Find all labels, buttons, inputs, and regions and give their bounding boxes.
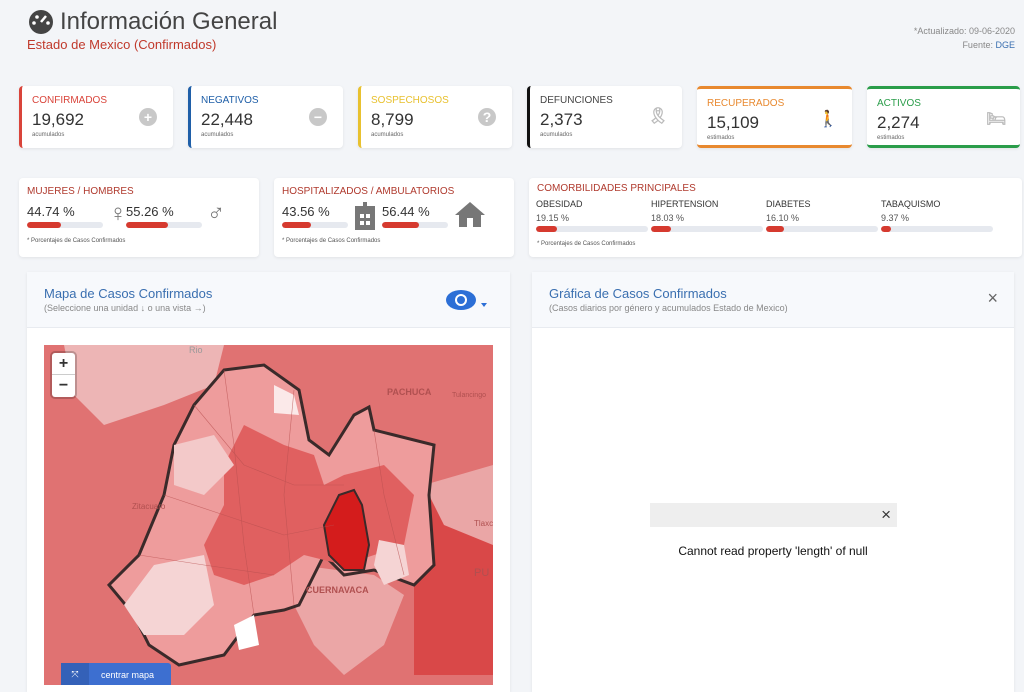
- comorb-bar: [536, 226, 648, 232]
- card-activos[interactable]: ACTIVOS 2,274 estimados 🛏: [867, 86, 1020, 148]
- close-button[interactable]: ×: [987, 288, 998, 308]
- women-pct: 44.74 %: [27, 204, 75, 219]
- page-subtitle: Estado de Mexico (Confirmados): [27, 37, 217, 52]
- place-label: PACHUCA: [387, 387, 432, 397]
- card-value: 2,274: [877, 113, 920, 132]
- comorb-bar: [651, 226, 763, 232]
- card-note: acumulados: [371, 132, 404, 138]
- map-subtitle: (Seleccione una unidad ↓ o una vista →): [44, 303, 206, 313]
- place-label: Tlaxc: [474, 519, 493, 528]
- updated-date: *Actualizado: 09-06-2020: [913, 26, 1015, 36]
- title-text: Información General: [60, 8, 278, 35]
- hospital-icon: [355, 202, 375, 230]
- card-label: NEGATIVOS: [201, 95, 259, 106]
- question-circle-icon: ?: [478, 108, 496, 126]
- women-bar: [27, 222, 103, 228]
- center-icon: ⤧: [61, 663, 89, 685]
- bed-icon: 🛏: [986, 111, 1007, 128]
- card-sospechosos[interactable]: SOSPECHOSOS 8,799 acumulados ?: [358, 86, 512, 148]
- map[interactable]: Rio PACHUCA Tulancingo Zitacuaro CUERNAV…: [44, 345, 493, 685]
- map-title: Mapa de Casos Confirmados: [44, 286, 213, 301]
- card-value: 19,692: [32, 110, 84, 129]
- plus-circle-icon: +: [139, 108, 157, 126]
- center-map-button[interactable]: ⤧ centrar mapa: [61, 663, 171, 685]
- comorb-value: 16.10 %: [766, 213, 800, 223]
- minus-circle-icon: −: [309, 108, 327, 126]
- male-icon: ♂: [207, 200, 225, 227]
- comorb-value: 9.37 %: [881, 213, 910, 223]
- place-label: CUERNAVACA: [306, 585, 369, 595]
- view-eye-icon[interactable]: [445, 288, 491, 312]
- map-panel: Mapa de Casos Confirmados (Seleccione un…: [27, 272, 510, 692]
- place-label: Rio: [189, 345, 203, 355]
- hosp-title: HOSPITALIZADOS / AMBULATORIOS: [282, 186, 455, 197]
- comorb-label: DIABETES: [766, 199, 811, 209]
- amb-bar: [382, 222, 448, 228]
- gender-title: MUJERES / HOMBRES: [27, 186, 134, 197]
- card-recuperados[interactable]: RECUPERADOS 15,109 estimados 🚶: [697, 86, 852, 148]
- comorb-label: TABAQUISMO: [881, 199, 941, 209]
- hosp-bar: [282, 222, 348, 228]
- comorb-label: HIPERTENSION: [651, 199, 719, 209]
- hosp-box: HOSPITALIZADOS / AMBULATORIOS 43.56 % 56…: [274, 178, 514, 257]
- card-note: estimados: [707, 135, 735, 141]
- comorb-bar: [766, 226, 878, 232]
- place-label: PU: [474, 567, 490, 579]
- card-label: RECUPERADOS: [707, 98, 785, 109]
- hosp-pct: 43.56 %: [282, 204, 330, 219]
- card-value: 22,448: [201, 110, 253, 129]
- chart-title: Gráfica de Casos Confirmados: [549, 286, 727, 301]
- men-bar: [126, 222, 202, 228]
- card-negativos[interactable]: NEGATIVOS 22,448 acumulados −: [188, 86, 343, 148]
- comorb-note: * Porcentajes de Casos Confirmados: [537, 241, 636, 247]
- ribbon-icon: 🎗: [648, 108, 669, 125]
- center-map-label: centrar mapa: [101, 670, 155, 680]
- dashboard-gauge-icon: [29, 10, 53, 34]
- card-label: DEFUNCIONES: [540, 95, 613, 106]
- female-icon: ♀: [109, 200, 127, 227]
- gender-note: * Porcentajes de Casos Confirmados: [27, 238, 126, 244]
- chart-panel: Gráfica de Casos Confirmados (Casos diar…: [532, 272, 1014, 692]
- comorb-box: COMORBILIDADES PRINCIPALES OBESIDAD 19.1…: [529, 178, 1022, 257]
- place-label: Tulancingo: [452, 392, 486, 399]
- chart-subtitle: (Casos diarios por género y acumulados E…: [549, 303, 788, 313]
- comorb-value: 18.03 %: [651, 213, 685, 223]
- update-info: *Actualizado: 09-06-2020 Fuente: DGE: [914, 24, 1015, 52]
- card-value: 15,109: [707, 113, 759, 132]
- error-close-button[interactable]: ×: [881, 505, 891, 524]
- card-note: acumulados: [32, 132, 65, 138]
- home-icon: [455, 202, 485, 227]
- card-value: 2,373: [540, 110, 583, 129]
- zoom-in-button[interactable]: +: [52, 353, 75, 375]
- walking-icon: 🚶: [818, 111, 838, 128]
- amb-pct: 56.44 %: [382, 204, 430, 219]
- comorb-bar: [881, 226, 993, 232]
- choropleth-map[interactable]: [44, 345, 493, 685]
- error-bar: ×: [650, 503, 897, 527]
- comorb-value: 19.15 %: [536, 213, 570, 223]
- card-confirmados[interactable]: CONFIRMADOS 19,692 acumulados +: [19, 86, 173, 148]
- card-defunciones[interactable]: DEFUNCIONES 2,373 acumulados 🎗: [527, 86, 682, 148]
- zoom-control: + −: [52, 353, 75, 397]
- card-label: CONFIRMADOS: [32, 95, 107, 106]
- hosp-note: * Porcentajes de Casos Confirmados: [282, 238, 381, 244]
- source-link[interactable]: DGE: [995, 40, 1015, 50]
- card-note: acumulados: [201, 132, 234, 138]
- error-message: Cannot read property 'length' of null: [678, 544, 868, 558]
- card-label: SOSPECHOSOS: [371, 95, 449, 106]
- comorb-title: COMORBILIDADES PRINCIPALES: [537, 183, 696, 194]
- place-label: Zitacuaro: [132, 502, 166, 511]
- page-title: Información General: [28, 8, 277, 36]
- gender-box: MUJERES / HOMBRES 44.74 % ♀ 55.26 % ♂ * …: [19, 178, 259, 257]
- zoom-out-button[interactable]: −: [58, 377, 69, 394]
- men-pct: 55.26 %: [126, 204, 174, 219]
- source-label: Fuente:: [962, 40, 993, 50]
- card-note: estimados: [877, 135, 905, 141]
- comorb-label: OBESIDAD: [536, 199, 583, 209]
- card-note: acumulados: [540, 132, 573, 138]
- card-label: ACTIVOS: [877, 98, 921, 109]
- card-value: 8,799: [371, 110, 414, 129]
